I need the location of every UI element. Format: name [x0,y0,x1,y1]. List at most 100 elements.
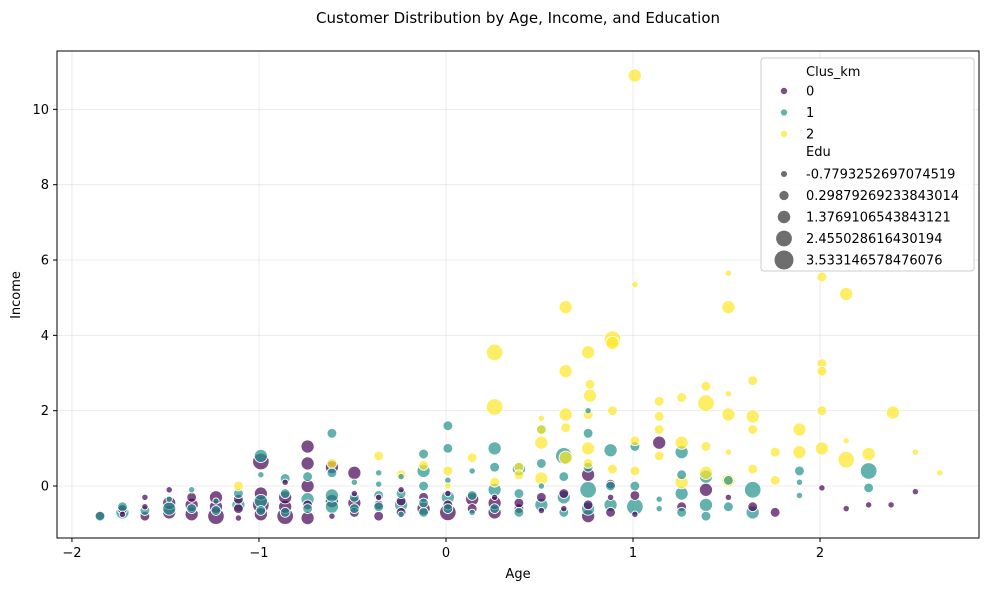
data-point-cluster-2 [745,409,760,424]
data-point-cluster-0 [513,497,525,509]
data-point-cluster-1 [698,497,714,512]
data-point-cluster-2 [674,435,689,450]
data-point-cluster-1 [584,407,592,415]
data-point-cluster-2 [558,407,573,422]
data-point-cluster-2 [697,394,715,412]
data-point-cluster-1 [442,443,454,454]
data-point-cluster-1 [794,465,805,477]
data-point-cluster-2 [418,459,429,471]
data-point-cluster-0 [887,501,895,509]
plot-frame [56,50,980,539]
data-point-cluster-1 [536,458,547,469]
data-point-cluster-0 [118,510,127,518]
data-point-cluster-2 [513,469,525,481]
data-point-cluster-2 [485,398,504,416]
data-point-cluster-2 [605,335,620,350]
data-point-cluster-2 [485,343,504,362]
data-point-cluster-1 [859,462,878,480]
legend: Clus_km Edu 0 1 2 -0.7793252697074519 0.298… [760,57,975,272]
data-point-cluster-1 [94,510,106,522]
data-point-cluster-1 [442,503,454,514]
data-point-cluster-0 [769,507,781,518]
data-point-cluster-2 [326,458,338,469]
data-point-cluster-0 [444,489,452,498]
legend-size-entries: -0.7793252697074519 0.29879269233843014 1.… [774,168,959,270]
data-point-cluster-1 [373,501,385,513]
data-point-cluster-2 [747,463,759,475]
data-point-cluster-1 [442,420,454,432]
data-point-cluster-1 [162,501,177,516]
x-tick-label: 2 [816,546,824,561]
data-point-cluster-2 [721,407,736,422]
data-point-cluster-2 [653,450,665,462]
data-point-cluster-0 [536,491,547,503]
data-point-cluster-0 [375,493,383,501]
data-point-cluster-1 [349,503,360,514]
data-point-cluster-1 [326,427,338,439]
y-axis-ticks: 0 2 4 6 8 10 [32,103,57,495]
data-point-cluster-0 [865,501,873,509]
x-axis-ticks: −2 −1 0 1 2 [62,538,824,561]
y-tick-label: 4 [41,329,49,344]
data-point-cluster-2 [700,380,712,392]
legend-size-label: 3.533146578476076 [806,254,942,269]
data-point-cluster-1 [863,482,875,494]
data-point-cluster-0 [328,512,336,520]
data-point-cluster-2 [607,463,618,475]
data-point-cluster-0 [652,435,667,450]
data-point-cluster-1 [700,510,712,522]
data-point-cluster-0 [300,439,315,454]
data-point-cluster-0 [698,482,714,497]
legend-size-title: Edu [806,145,831,160]
data-point-cluster-1 [629,480,641,492]
data-point-cluster-2 [936,469,944,477]
legend-size-label: 2.455028616430194 [806,232,942,247]
data-point-cluster-2 [536,424,547,435]
data-point-cluster-2 [816,405,828,417]
chart-title: Customer Distribution by Age, Income, an… [316,9,720,27]
data-point-cluster-1 [743,481,762,499]
data-point-cluster-0 [141,493,149,501]
data-point-cluster-1 [165,495,173,503]
y-tick-label: 8 [41,178,49,193]
data-point-cluster-2 [747,375,759,386]
data-point-cluster-2 [769,446,781,458]
data-point-cluster-2 [724,448,733,456]
data-point-cluster-1 [212,497,220,505]
data-point-cluster-2 [558,300,573,315]
data-point-cluster-2 [792,422,807,437]
legend-size-marker [776,230,792,247]
data-point-cluster-0 [165,486,173,494]
data-point-cluster-2 [582,388,598,403]
data-point-cluster-1 [326,467,338,479]
data-point-cluster-1 [255,505,267,516]
data-point-cluster-2 [861,446,876,462]
data-point-cluster-1 [117,501,128,513]
x-tick-label: 0 [442,546,450,561]
y-axis-label: Income [9,271,24,319]
data-point-cluster-0 [842,504,850,513]
data-point-cluster-1 [795,491,804,500]
data-point-cluster-2 [816,271,828,283]
data-point-cluster-2 [814,441,829,456]
data-point-cluster-2 [747,424,759,435]
data-point-cluster-1 [489,461,500,473]
data-point-cluster-1 [723,475,734,486]
data-point-cluster-1 [210,505,222,516]
data-point-cluster-2 [373,450,385,462]
data-point-cluster-1 [418,448,429,460]
legend-hue-label: 2 [806,128,814,143]
data-point-cluster-1 [350,478,359,486]
data-point-cluster-1 [676,469,687,481]
data-point-cluster-2 [444,482,452,490]
data-point-cluster-0 [606,493,615,501]
legend-box [760,57,975,272]
data-point-cluster-0 [818,484,826,492]
data-point-cluster-0 [141,503,149,511]
data-point-cluster-1 [186,503,198,514]
legend-size-marker [780,170,788,178]
data-point-cluster-2 [558,450,573,465]
data-point-cluster-1 [302,503,313,514]
data-point-cluster-2 [629,435,641,447]
